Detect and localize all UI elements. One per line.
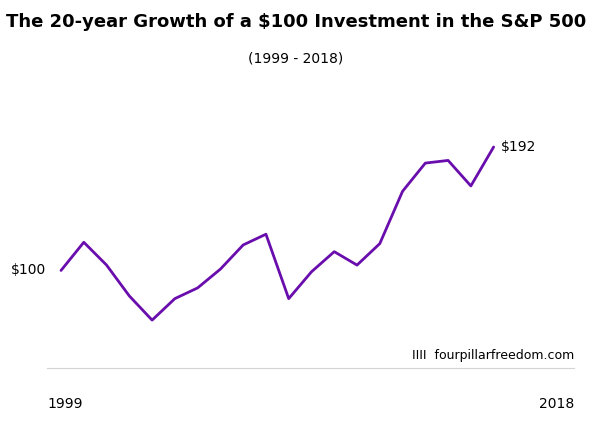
Text: (1999 - 2018): (1999 - 2018) (249, 51, 343, 65)
Text: $100: $100 (11, 264, 46, 277)
Text: $192: $192 (501, 140, 536, 154)
Text: IIII  fourpillarfreedom.com: IIII fourpillarfreedom.com (412, 349, 574, 362)
Text: 2018: 2018 (539, 397, 574, 411)
Text: The 20-year Growth of a $100 Investment in the S&P 500: The 20-year Growth of a $100 Investment … (6, 13, 586, 31)
Text: 1999: 1999 (47, 397, 83, 411)
